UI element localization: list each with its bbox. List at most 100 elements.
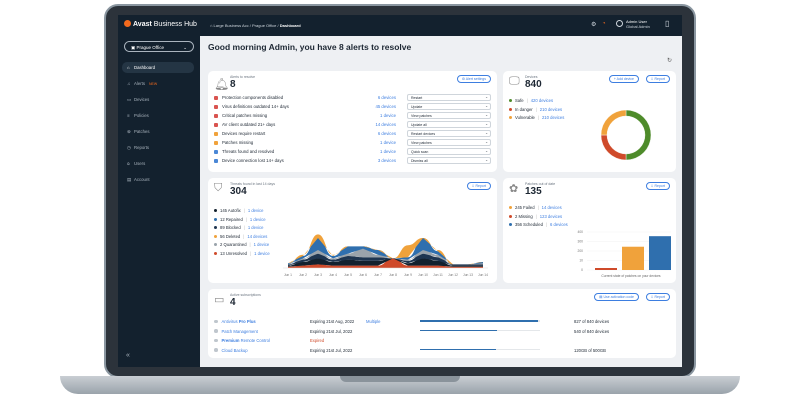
activation-code-button[interactable]: ▤ Use activation code <box>594 293 639 301</box>
alert-devices-link[interactable]: 1 device <box>379 113 396 118</box>
legend-dot <box>214 217 217 221</box>
subscription-expiry: Expiring 21st Jul, 2022 <box>310 328 353 334</box>
alert-row: Device connection lost 14+ days 3 devices… <box>214 156 491 165</box>
refresh-icon[interactable]: ↻ <box>667 58 673 64</box>
alert-severity-icon <box>214 131 218 136</box>
alert-action-select[interactable]: View patches <box>407 112 491 119</box>
subscription-name-link[interactable]: Patch Management <box>222 329 258 334</box>
alert-devices-link[interactable]: 1 device <box>379 149 396 154</box>
bar-scheduled <box>649 236 671 270</box>
alert-devices-link[interactable]: 45 devices <box>375 104 396 109</box>
sidebar-item-patches[interactable]: ⊗ Patches <box>122 126 194 137</box>
legend-devices-link[interactable]: 6 devices <box>550 222 568 227</box>
legend-devices-link[interactable]: 14 devices <box>541 205 562 210</box>
threats-label: Threats found in last 14 days <box>230 182 275 186</box>
bell-icon: ♫ <box>127 81 131 86</box>
legend-dot <box>509 206 512 209</box>
legend-dot <box>509 214 512 218</box>
alert-action-select[interactable]: View patches <box>407 139 491 146</box>
subscriptions-report-button[interactable]: ⇩ Report <box>645 293 670 301</box>
x-tick-label: Jun 5 <box>344 273 352 277</box>
apps-icon[interactable]: ▯ <box>665 19 670 28</box>
sidebar-item-alerts[interactable]: ♫ Alerts NEW <box>122 78 194 89</box>
alert-action-select[interactable]: Dismiss all <box>407 157 491 164</box>
legend-dot <box>214 226 217 229</box>
patches-icon: ✿ <box>509 183 519 195</box>
legend-devices-link[interactable]: 420 devices <box>530 98 554 103</box>
legend-label: 12 Repaired <box>220 216 243 222</box>
subscription-icon <box>214 348 218 352</box>
devices-report-button[interactable]: ⇩ Report <box>645 75 670 83</box>
legend-devices-link[interactable]: 1 device <box>247 225 264 230</box>
sidebar-item-users[interactable]: ⍝ Users <box>122 158 194 169</box>
bar-missing <box>595 268 617 270</box>
alert-action-select[interactable]: Quick scan <box>407 148 491 155</box>
legend-devices-link[interactable]: 1 device <box>247 208 264 213</box>
legend-devices-link[interactable]: 14 devices <box>247 233 268 239</box>
alert-action-select[interactable]: Update <box>407 103 491 110</box>
legend-item: 12 Repaired | 1 device <box>214 217 266 222</box>
subscription-icon <box>214 319 218 324</box>
alert-devices-link[interactable]: 3 devices <box>377 158 396 163</box>
threats-report-button[interactable]: ⇩ Report <box>466 182 491 190</box>
label: Alert settings <box>465 77 486 81</box>
legend-devices-link[interactable]: 123 devices <box>539 213 563 219</box>
sidebar-item-devices[interactable]: ▭ Devices <box>122 94 194 105</box>
alert-settings-button[interactable]: ⚙ Alert settings <box>456 75 491 83</box>
brand-logo[interactable]: Avast Business Hub <box>124 20 197 28</box>
sidebar-item-dashboard[interactable]: ⌂ Dashboard <box>122 62 194 73</box>
threats-card: ⛉ Threats found in last 14 days 304 ⇩ Re… <box>208 178 497 283</box>
usage-progress-fill <box>420 320 538 322</box>
area-series-quarantined <box>288 248 483 265</box>
donut-slice-safe <box>625 109 652 161</box>
account-icon: ▤ <box>127 176 132 182</box>
sidebar-item-policies[interactable]: ≡ Policies <box>122 110 194 121</box>
label: Alerts <box>134 81 145 86</box>
legend-dot <box>214 251 217 255</box>
x-tick-label: Jun 6 <box>359 273 367 277</box>
sidebar-item-reports[interactable]: ◷ Reports <box>122 142 194 153</box>
x-tick-label: Jun 13 <box>463 273 473 277</box>
devices-count: 840 <box>525 79 542 90</box>
sidebar-item-account[interactable]: ▤ Account <box>122 174 194 185</box>
breadcrumb-account[interactable]: Large Business Acc <box>213 23 249 28</box>
legend-devices-link[interactable]: 1 device <box>254 250 270 256</box>
avatar[interactable] <box>616 20 623 27</box>
alert-row: Protection components disabled 6 devices R… <box>214 93 491 102</box>
alert-action-select[interactable]: Update all <box>407 121 491 128</box>
x-tick-label: Jun 11 <box>433 273 443 277</box>
subscription-name-link[interactable]: Antivirus Pro Plus <box>222 319 256 324</box>
legend-devices-link[interactable]: 1 device <box>249 216 266 222</box>
subscription-usage: 120GB of 500GB <box>574 347 606 353</box>
patches-report-button[interactable]: ⇩ Report <box>645 182 670 190</box>
alert-devices-link[interactable]: 6 devices <box>377 131 396 136</box>
brand-bold: Avast <box>133 21 152 28</box>
name-bold: Pro Plus <box>238 319 256 324</box>
settings-icon[interactable]: ⚙ <box>591 22 597 28</box>
user-name[interactable]: Admin User <box>626 19 647 24</box>
notifications-icon[interactable]: ◔ <box>602 21 606 27</box>
legend-devices-link[interactable]: 210 devices <box>541 115 565 120</box>
legend-devices-link[interactable]: 1 device <box>253 242 270 247</box>
alert-devices-link[interactable]: 14 devices <box>375 122 396 127</box>
site-selector[interactable]: ▣ Prague Office ⌄ <box>124 41 194 52</box>
subscription-name-link[interactable]: Premium Remote Control <box>222 338 270 343</box>
subscriptions-card: ▭ Active subscriptions 4 ▤ Use activatio… <box>208 289 676 358</box>
donut-slice-in-danger <box>600 134 627 161</box>
subscription-extra-link[interactable]: Multiple <box>366 319 381 324</box>
collapse-sidebar-icon[interactable]: « <box>126 352 130 359</box>
alert-devices-link[interactable]: 1 device <box>379 140 396 145</box>
name: Cloud Backup <box>221 347 248 353</box>
add-device-button[interactable]: + Add device <box>608 75 639 83</box>
subscription-row: Patch Management Expiring 21st Jul, 2022 5… <box>214 327 670 336</box>
alert-action-select[interactable]: Restart devices <box>407 130 491 137</box>
alert-devices-link[interactable]: 6 devices <box>377 95 396 100</box>
legend-devices-link[interactable]: 210 devices <box>539 106 563 112</box>
alert-action-select[interactable]: Restart <box>407 94 491 101</box>
x-axis-label: Current state of patches on your devices <box>601 274 661 278</box>
label: Reports <box>134 145 150 150</box>
legend-label: 89 Blocked <box>220 225 241 230</box>
breadcrumb-site[interactable]: Prague Office <box>252 23 277 28</box>
subscription-row: Premium Remote Control Expired <box>214 336 670 345</box>
subscription-name-link[interactable]: Cloud Backup <box>222 348 248 353</box>
